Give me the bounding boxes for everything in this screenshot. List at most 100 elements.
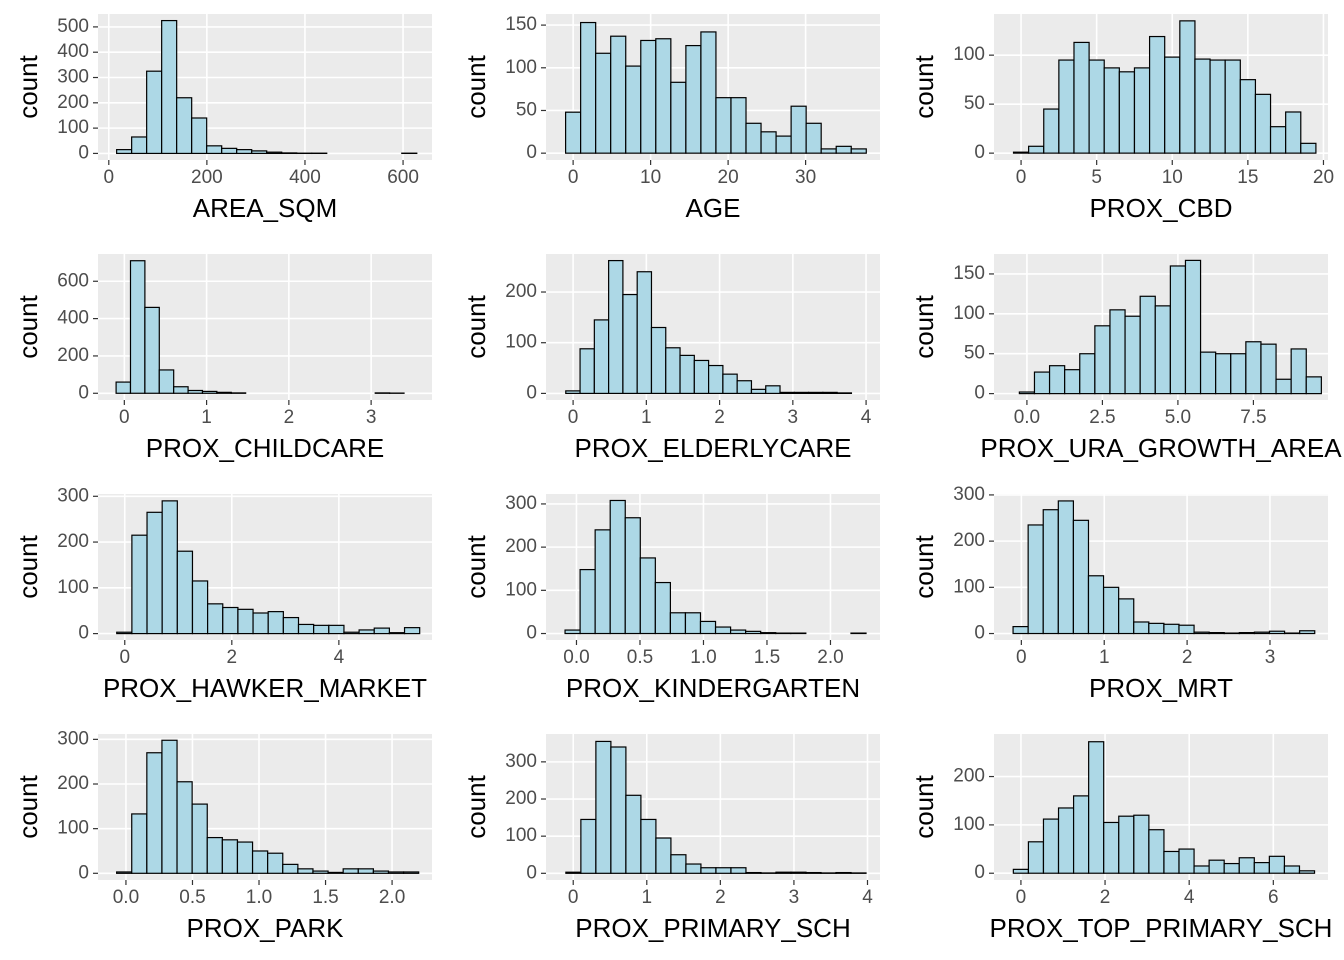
bar bbox=[206, 145, 223, 155]
bar bbox=[1268, 855, 1286, 874]
histogram-panel: 0 100 200 300 0.0 0.5 1.0 1.5 2.0 PROX_PARK count bbox=[13, 728, 432, 943]
bar bbox=[1133, 621, 1150, 635]
x-tick-label: 0.5 bbox=[179, 887, 205, 908]
bar bbox=[236, 149, 253, 155]
bar bbox=[745, 871, 762, 874]
y-tick-label: 0 bbox=[974, 142, 985, 163]
bar bbox=[1254, 93, 1272, 154]
y-tick-label: 100 bbox=[505, 825, 537, 846]
bar bbox=[760, 632, 777, 635]
bar bbox=[1230, 353, 1247, 395]
x-tick-label: 3 bbox=[788, 407, 799, 428]
y-tick-label: 100 bbox=[505, 579, 537, 600]
bar bbox=[625, 794, 642, 874]
bar bbox=[640, 39, 657, 154]
bar bbox=[850, 148, 867, 154]
bar bbox=[131, 534, 148, 635]
x-axis-title: PROX_CHILDCARE bbox=[146, 433, 384, 463]
x-tick-label: 0.0 bbox=[1014, 407, 1040, 428]
bar bbox=[1057, 807, 1075, 874]
bar bbox=[1043, 108, 1060, 154]
histogram-panel: 0 50 100 150 0.0 2.5 5.0 7.5 PROX_URA_GROWTH_ARE… bbox=[909, 254, 1342, 463]
y-tick-label: 0 bbox=[78, 623, 89, 644]
bar bbox=[595, 740, 612, 874]
bar bbox=[1064, 369, 1081, 395]
x-tick-label: 0.0 bbox=[113, 887, 139, 908]
bar bbox=[835, 145, 852, 154]
x-axis-title: PROX_PARK bbox=[186, 913, 344, 943]
bar bbox=[745, 122, 762, 154]
x-axis-title: PROX_URA_GROWTH_AREA bbox=[980, 433, 1342, 463]
bar bbox=[206, 836, 223, 874]
bar bbox=[1148, 35, 1166, 154]
bar bbox=[1283, 865, 1301, 874]
y-tick-label: 200 bbox=[505, 281, 537, 302]
y-tick-label: 300 bbox=[953, 484, 985, 505]
bar bbox=[1012, 868, 1030, 874]
bar bbox=[636, 271, 653, 395]
bar bbox=[1239, 79, 1257, 154]
bar bbox=[1027, 524, 1044, 635]
y-tick-label: 200 bbox=[57, 345, 89, 366]
bar bbox=[1133, 814, 1150, 874]
bar bbox=[793, 391, 810, 395]
bar bbox=[595, 52, 612, 154]
bar bbox=[1057, 500, 1074, 635]
bar bbox=[650, 326, 667, 395]
bar bbox=[1298, 870, 1316, 874]
bar bbox=[1124, 315, 1141, 395]
bar bbox=[1163, 623, 1180, 635]
bar bbox=[357, 868, 374, 874]
bar bbox=[790, 871, 807, 874]
bar bbox=[655, 837, 672, 874]
bar bbox=[765, 385, 781, 395]
bar bbox=[580, 21, 597, 154]
bar bbox=[1028, 145, 1045, 154]
bar bbox=[222, 606, 239, 635]
y-tick-label: 100 bbox=[505, 332, 537, 353]
bar bbox=[373, 627, 390, 635]
bar bbox=[1079, 353, 1096, 395]
bar bbox=[327, 871, 344, 874]
bar bbox=[1208, 632, 1225, 635]
bar bbox=[1073, 41, 1090, 154]
y-tick-label: 0 bbox=[526, 142, 537, 163]
y-tick-label: 400 bbox=[57, 41, 89, 62]
x-tick-label: 1.0 bbox=[690, 647, 716, 668]
bar bbox=[144, 306, 160, 394]
bar bbox=[684, 612, 702, 635]
bar bbox=[116, 631, 133, 635]
histogram-panel: 0 100 200 300 400 500 0 200 400 600 AREA_SQM count bbox=[13, 14, 432, 223]
bar bbox=[1088, 59, 1105, 154]
bar bbox=[1109, 309, 1126, 395]
x-tick-label: 2.0 bbox=[817, 647, 843, 668]
histogram-panel: 0 100 200 300 0 1 2 3 4 PROX_PRIMARY_SCH count bbox=[461, 734, 880, 943]
y-tick-label: 100 bbox=[505, 57, 537, 78]
bar bbox=[593, 319, 610, 395]
x-tick-label: 10 bbox=[640, 167, 661, 188]
bar bbox=[343, 631, 360, 635]
bar bbox=[191, 580, 209, 635]
y-tick-label: 0 bbox=[974, 383, 985, 404]
y-tick-label: 0 bbox=[526, 623, 537, 644]
bar bbox=[237, 608, 254, 635]
bar bbox=[313, 624, 330, 635]
bar bbox=[1154, 305, 1171, 395]
y-tick-label: 200 bbox=[505, 788, 537, 809]
x-tick-label: 400 bbox=[289, 167, 321, 188]
bar bbox=[176, 550, 194, 635]
y-axis-title: count bbox=[909, 774, 939, 838]
y-tick-label: 0 bbox=[974, 862, 985, 883]
bar bbox=[1094, 325, 1111, 395]
bar bbox=[736, 380, 753, 395]
bar bbox=[1184, 259, 1202, 395]
bar bbox=[1087, 575, 1105, 635]
x-tick-label: 0 bbox=[1016, 647, 1027, 668]
bar bbox=[1012, 151, 1030, 154]
bar bbox=[655, 38, 672, 154]
bar bbox=[1260, 343, 1277, 395]
x-tick-label: 6 bbox=[1268, 887, 1279, 908]
x-tick-label: 0 bbox=[568, 887, 579, 908]
bar bbox=[158, 369, 175, 394]
